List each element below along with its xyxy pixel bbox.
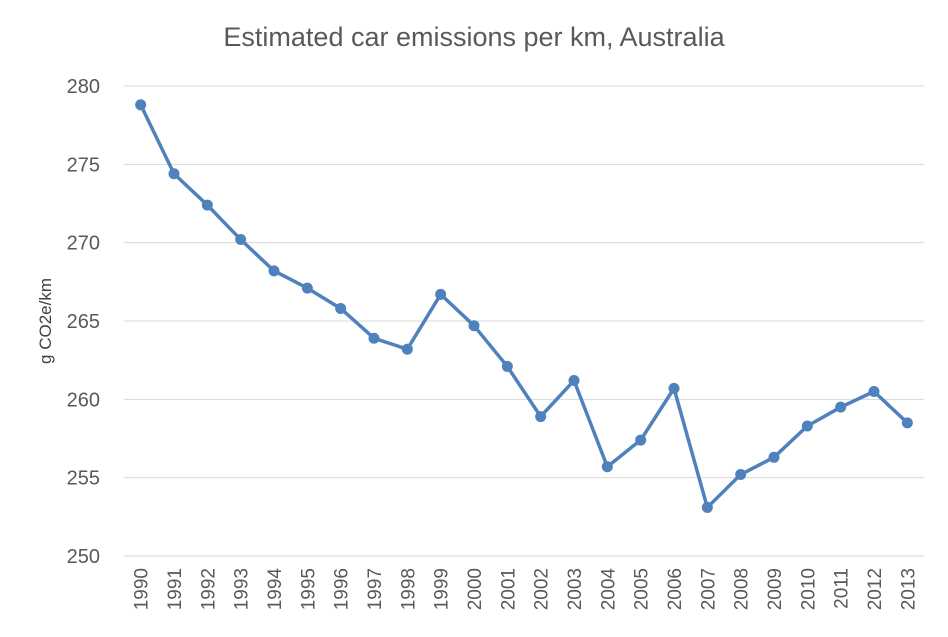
x-tick-label: 2003: [565, 568, 586, 610]
x-tick-label: 1990: [132, 568, 153, 610]
data-point: [301, 282, 313, 294]
x-tick-label: 1997: [365, 568, 386, 610]
data-point: [868, 386, 880, 397]
data-point: [368, 332, 380, 344]
y-tick-label: 270: [67, 233, 100, 255]
x-tick-label: 2012: [865, 568, 886, 610]
data-point: [168, 168, 180, 180]
x-tick-label: 2008: [732, 568, 753, 610]
y-tick-label: 275: [67, 154, 100, 176]
data-point: [735, 469, 747, 481]
data-point: [601, 461, 613, 473]
x-tick-label: 1996: [332, 568, 353, 610]
x-tick-label: 2011: [832, 568, 853, 609]
data-point: [801, 420, 813, 432]
data-point: [768, 451, 780, 463]
y-tick-label: 255: [67, 468, 100, 490]
x-tick-label: 1998: [398, 568, 419, 610]
data-point: [468, 320, 480, 332]
data-point: [401, 343, 413, 355]
x-tick-label: 2005: [632, 568, 653, 610]
x-tick-label: 1993: [232, 568, 253, 610]
data-point: [201, 199, 213, 211]
data-point: [535, 411, 547, 423]
x-tick-label: 2010: [798, 568, 819, 610]
x-tick-label: 2007: [698, 568, 719, 610]
x-tick-label: 2002: [532, 568, 553, 610]
data-point: [268, 265, 280, 277]
data-point: [835, 401, 847, 413]
y-tick-label: 280: [67, 76, 100, 98]
y-tick-label: 250: [67, 546, 100, 568]
chart-title: Estimated car emissions per km, Australi…: [223, 22, 725, 52]
y-tick-label: 260: [67, 389, 100, 411]
x-tick-label: 2004: [598, 568, 619, 611]
x-tick-label: 2006: [665, 568, 686, 610]
data-point: [501, 360, 513, 372]
series-line: [139, 104, 909, 510]
y-axis-label: g CO2e/km: [36, 278, 55, 364]
x-tick-label: 2000: [465, 568, 486, 610]
x-tick-label: 1999: [432, 568, 453, 610]
y-tick-label: 265: [67, 311, 100, 333]
data-point: [235, 234, 247, 246]
x-tick-label: 2013: [898, 568, 919, 610]
data-point: [135, 99, 147, 111]
data-point: [568, 375, 580, 387]
x-tick-label: 1994: [265, 568, 286, 611]
x-tick-label: 1991: [165, 568, 186, 610]
data-point: [435, 288, 447, 300]
x-tick-label: 1995: [298, 568, 319, 610]
data-point: [901, 417, 913, 429]
x-tick-label: 2001: [498, 568, 519, 610]
data-point: [668, 382, 680, 394]
data-point: [335, 302, 347, 314]
x-tick-label: 2009: [765, 568, 786, 610]
x-tick-label: 1992: [198, 568, 219, 610]
data-point: [635, 434, 647, 446]
data-point: [701, 501, 713, 513]
